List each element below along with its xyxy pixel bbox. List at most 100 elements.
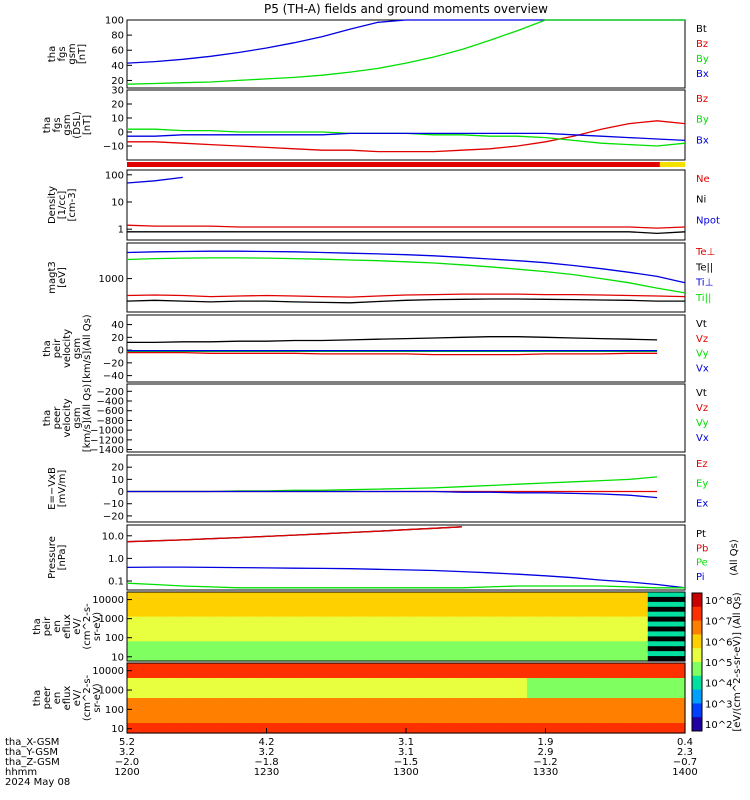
heatmap-cell [154,611,165,618]
heatmap-cell [238,616,249,623]
y-tick-label: 20 [111,100,124,111]
heatmap-cell [610,728,621,734]
heatmap-cell [201,708,212,714]
heatmap-cell [554,611,565,618]
heatmap-cell [201,718,212,724]
heatmap-cell [368,673,379,679]
heatmap-cell [350,728,361,734]
heatmap-cell [666,678,677,684]
heatmap-cell [647,621,658,628]
y-label-line: [nT] [82,115,93,135]
heatmap-cell [164,683,175,689]
heatmap-cell [164,656,175,662]
heatmap-cell [443,728,454,734]
heatmap-cell [192,631,202,637]
heatmap-cell [173,606,184,613]
heatmap-cell [396,713,407,719]
y-tick-label: 20 [111,76,124,87]
y-tick-label: 1 [118,225,124,236]
heatmap-cell [452,668,463,674]
heatmap-cell [452,592,463,598]
heatmap-cell [368,606,379,613]
heatmap-cell [601,592,612,598]
heatmap-cell [266,601,277,608]
heatmap-cell [526,723,537,729]
heatmap-cell [489,606,500,613]
y-axis-label: tha peir velocity gsm [km/s](All Qs) [42,314,93,382]
heatmap-cell [322,656,333,662]
heatmap-cell [359,651,370,657]
heatmap-cell [471,601,481,608]
heatmap-cell [489,646,500,652]
x-tick-row-2: −2.0 [115,757,139,768]
heatmap-cell [210,698,221,704]
heatmap-cell [592,631,602,637]
heatmap-cell [182,601,193,608]
y-tick-label: 10 [111,475,124,486]
heatmap-cell [424,651,435,657]
heatmap-cell [517,683,528,689]
heatmap-cell [359,631,370,637]
heatmap-cell [592,611,602,618]
heatmap-cell [675,678,686,684]
heatmap-cell [303,723,314,729]
heatmap-cell [536,718,547,724]
heatmap-cell [136,668,147,674]
heatmap-cell [247,698,258,704]
heatmap-cell [285,723,295,729]
heatmap-cell [331,592,342,598]
heatmap-cell [350,596,361,603]
pressure-extra-label: (All Qs) [729,539,740,576]
heatmap-cell [192,683,202,689]
heatmap-cell [266,651,277,657]
heatmap-cell [573,646,584,652]
heatmap-cell [266,728,277,734]
heatmap-cell [573,703,584,709]
heatmap-cell [387,616,398,623]
heatmap-cell [452,713,463,719]
heatmap-cell [554,663,565,669]
heatmap-cell [657,688,667,694]
heatmap-cell [294,693,305,699]
heatmap-cell [359,673,370,679]
heatmap-cell [136,601,147,608]
heatmap-cell [415,656,426,662]
heatmap-cell [461,636,472,642]
heatmap-cell [340,646,351,652]
heatmap-cell [275,713,286,719]
heatmap-cell [638,693,649,699]
heatmap-cell [192,626,202,632]
heatmap-cell [313,693,323,699]
heatmap-cell [359,663,370,669]
heatmap-cell [433,651,444,657]
heatmap-cell [433,616,444,623]
heatmap-cell [322,728,333,734]
heatmap-cell [229,641,240,647]
heatmap-cell [313,713,323,719]
heatmap-cell [136,693,147,699]
heatmap-cell [145,611,156,618]
heatmap-cell [415,601,426,608]
heatmap-cell [257,611,268,618]
heatmap-cell [322,631,333,637]
heatmap-cell [378,668,388,674]
heatmap-cell [601,708,612,714]
heatmap-cell [164,668,175,674]
heatmap-cell [582,656,593,662]
heatmap-cell [601,631,612,637]
heatmap-cell [229,673,240,679]
heatmap-cell [173,626,184,632]
x-tick-row-3: 1200 [114,767,139,778]
heatmap-cell [536,708,547,714]
heatmap-cell [266,688,277,694]
heatmap-cell [220,688,230,694]
heatmap-cell [387,673,398,679]
heatmap-cell [601,663,612,669]
heatmap-cell [526,651,537,657]
heatmap-cell [257,718,268,724]
heatmap-cell [136,663,147,669]
heatmap-cell [675,646,686,652]
heatmap-cell [229,596,240,603]
heatmap-cell [275,703,286,709]
heatmap-cell [619,641,630,647]
